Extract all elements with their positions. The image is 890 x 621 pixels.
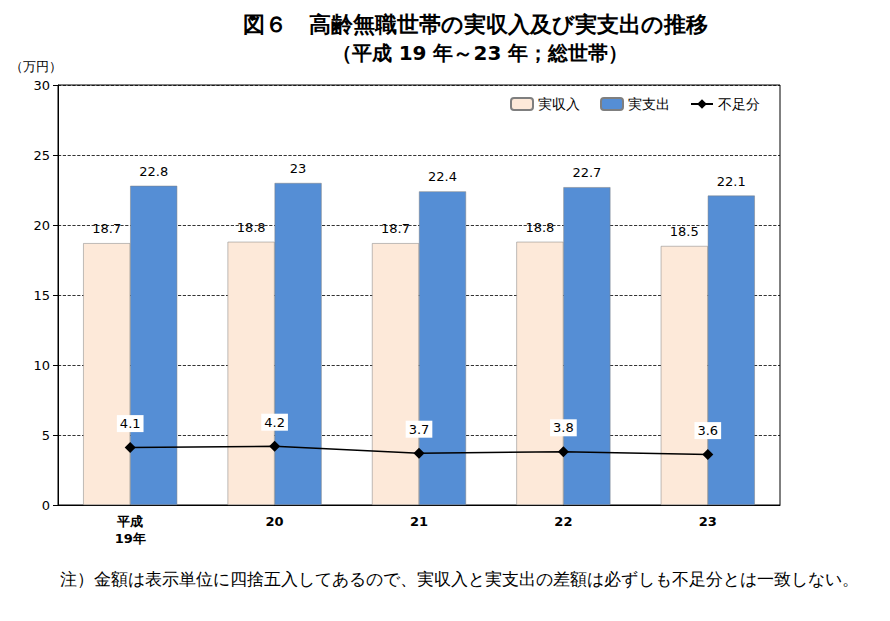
svg-text:20: 20 [33,218,50,233]
svg-text:実収入: 実収入 [538,96,580,112]
svg-text:18.8: 18.8 [525,220,554,235]
svg-text:10: 10 [33,358,50,373]
svg-text:19年: 19年 [115,531,146,546]
svg-text:3.8: 3.8 [553,420,574,435]
svg-text:18.5: 18.5 [670,224,699,239]
svg-text:平成: 平成 [116,514,143,529]
svg-text:3.7: 3.7 [409,422,430,437]
svg-text:4.2: 4.2 [264,415,285,430]
svg-text:5: 5 [42,428,50,443]
svg-text:（万円）: （万円） [10,59,62,74]
svg-text:15: 15 [33,288,50,303]
svg-text:25: 25 [33,148,50,163]
svg-text:20: 20 [266,514,284,529]
svg-text:23: 23 [699,514,717,529]
svg-text:注）金額は表示単位に四捨五入してあるので、実収入と実支出の差: 注）金額は表示単位に四捨五入してあるので、実収入と実支出の差額は必ずしも不足分と… [60,569,859,589]
svg-text:4.1: 4.1 [120,416,141,431]
svg-text:23: 23 [290,161,307,176]
svg-text:18.7: 18.7 [92,221,121,236]
svg-text:22.8: 22.8 [139,164,168,179]
svg-text:0: 0 [42,498,50,513]
svg-text:22.1: 22.1 [717,174,746,189]
svg-text:3.6: 3.6 [697,423,718,438]
svg-text:実支出: 実支出 [628,96,670,112]
svg-text:18.7: 18.7 [381,221,410,236]
svg-text:不足分: 不足分 [718,96,760,112]
svg-text:22: 22 [554,514,572,529]
svg-text:（平成 19 年～23 年；総世帯）: （平成 19 年～23 年；総世帯） [332,41,629,65]
svg-text:18.8: 18.8 [237,220,266,235]
svg-text:22.4: 22.4 [428,169,457,184]
svg-text:21: 21 [410,514,428,529]
svg-text:図６ 高齢無職世帯の実収入及び実支出の推移: 図６ 高齢無職世帯の実収入及び実支出の推移 [243,12,708,37]
svg-text:22.7: 22.7 [572,165,601,180]
svg-text:30: 30 [33,78,50,93]
